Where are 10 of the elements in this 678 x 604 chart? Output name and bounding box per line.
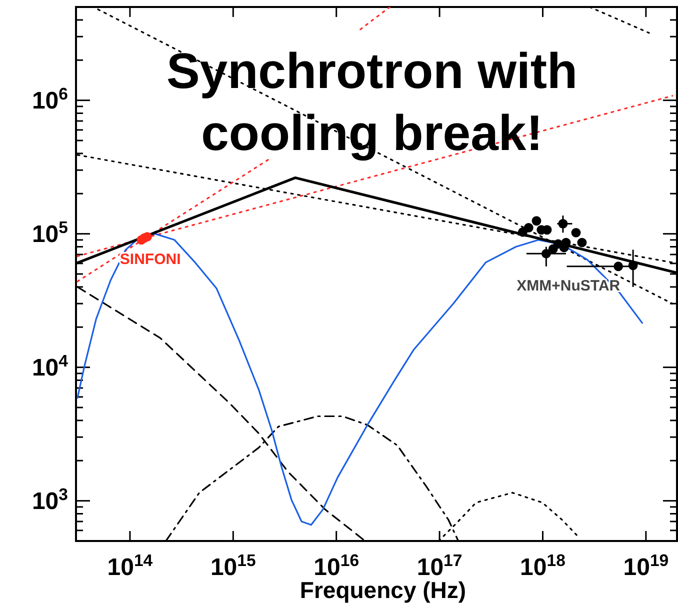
y-tick-label: 10$^{3}$ [32, 484, 68, 515]
x-tick-label: 10$^{18}$ [520, 550, 566, 581]
y-tick-label: 10$^{6}$ [32, 84, 68, 114]
series-label: SINFONI [120, 250, 181, 268]
text: Synchrotron with cooling break! [166, 43, 578, 161]
y-tick-label: 10$^{4}$ [32, 350, 69, 382]
x-tick-label: 10$^{14}$ [107, 550, 154, 581]
y-tick-label: 10$^{5}$ [32, 217, 68, 248]
x-tick-label: 10$^{19}$ [623, 550, 669, 581]
x-tick-label: 10$^{15}$ [210, 550, 256, 581]
